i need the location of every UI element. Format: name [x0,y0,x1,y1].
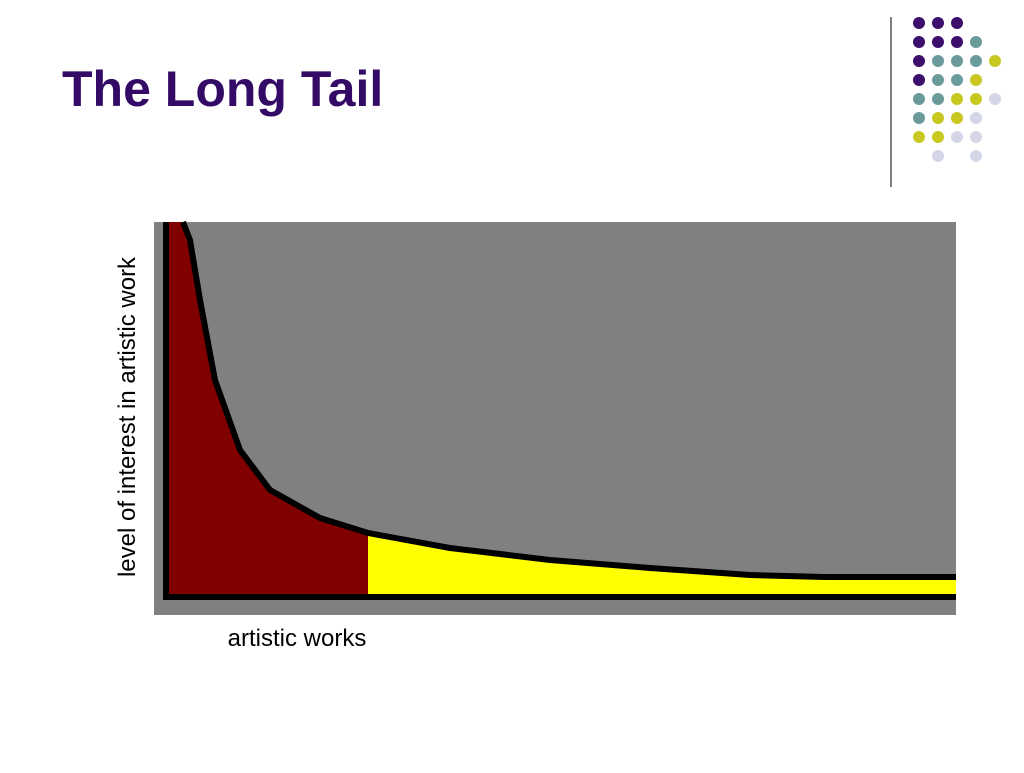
y-axis-label: level of interest in artistic work [114,256,141,577]
x-axis-label: artistic works [228,625,367,652]
demand-curve [180,220,956,580]
head-area [168,222,368,597]
slide-title: The Long Tail [62,61,383,117]
tail-area [368,533,956,597]
dot-ornament [913,17,1001,162]
long-tail-diagram [154,220,956,615]
